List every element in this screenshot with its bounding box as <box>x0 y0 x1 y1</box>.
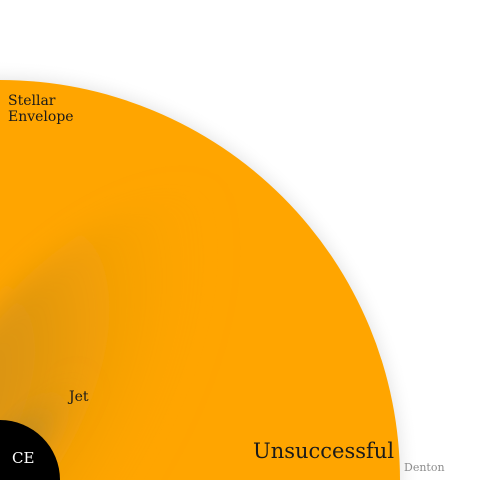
central-engine <box>0 420 60 480</box>
core-label: CE <box>12 449 35 467</box>
credit-label: Denton <box>404 461 445 474</box>
stellar-envelope-label: Stellar Envelope <box>8 93 74 125</box>
stellar-envelope-label-line1: Stellar <box>8 93 56 109</box>
jet-label: Jet <box>69 389 89 405</box>
stellar-envelope-label-line2: Envelope <box>8 109 74 125</box>
outcome-label: Unsuccessful <box>253 439 395 463</box>
